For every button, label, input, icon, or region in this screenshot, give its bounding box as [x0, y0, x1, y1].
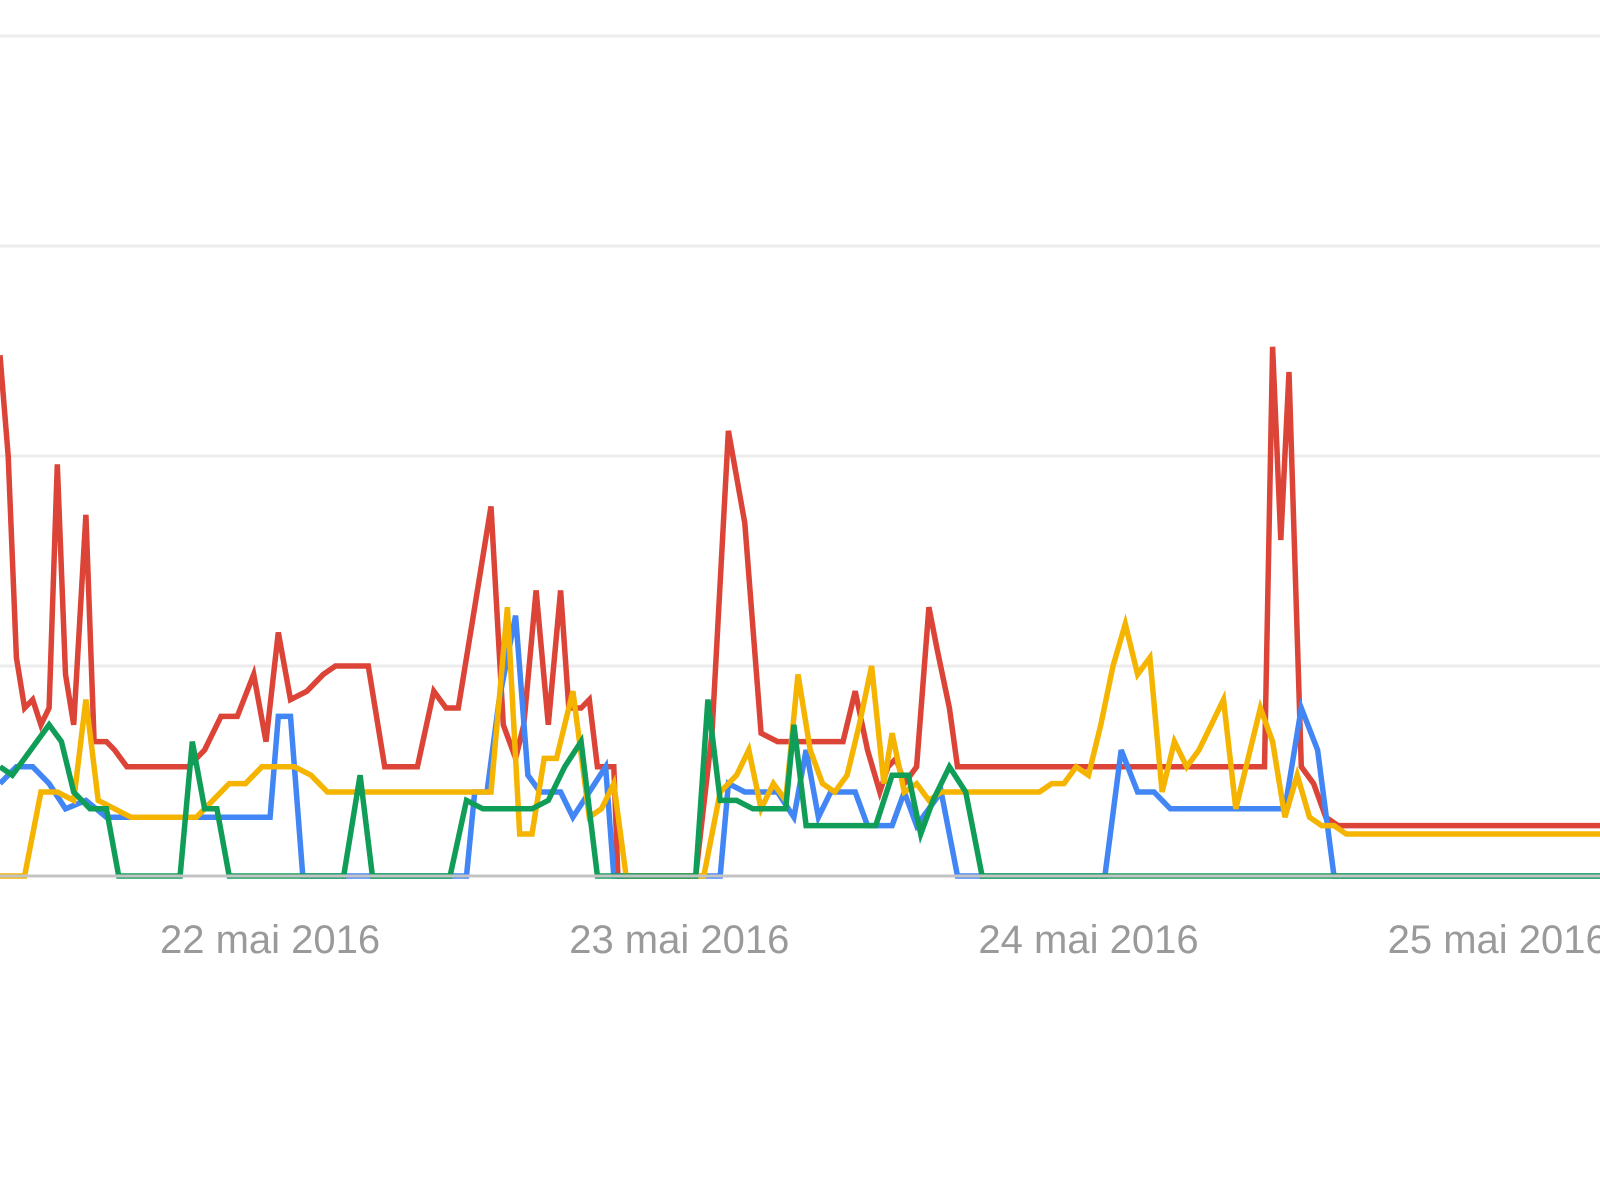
series-line-4 — [0, 699, 1600, 879]
series-line-2 — [0, 615, 1600, 879]
x-tick-label: 23 mai 2016 — [569, 918, 789, 962]
chart-gridlines — [0, 34, 1600, 668]
x-tick-label: 22 mai 2016 — [160, 918, 380, 962]
series-line-1 — [0, 346, 1600, 879]
x-tick-label: 24 mai 2016 — [978, 918, 1198, 962]
series-line-3 — [0, 606, 1600, 879]
x-tick-label: 25 mai 2016 — [1388, 918, 1600, 962]
chart-series — [0, 346, 1600, 879]
x-axis-tick-labels: 22 mai 2016 23 mai 2016 24 mai 2016 25 mai … — [160, 918, 1600, 962]
